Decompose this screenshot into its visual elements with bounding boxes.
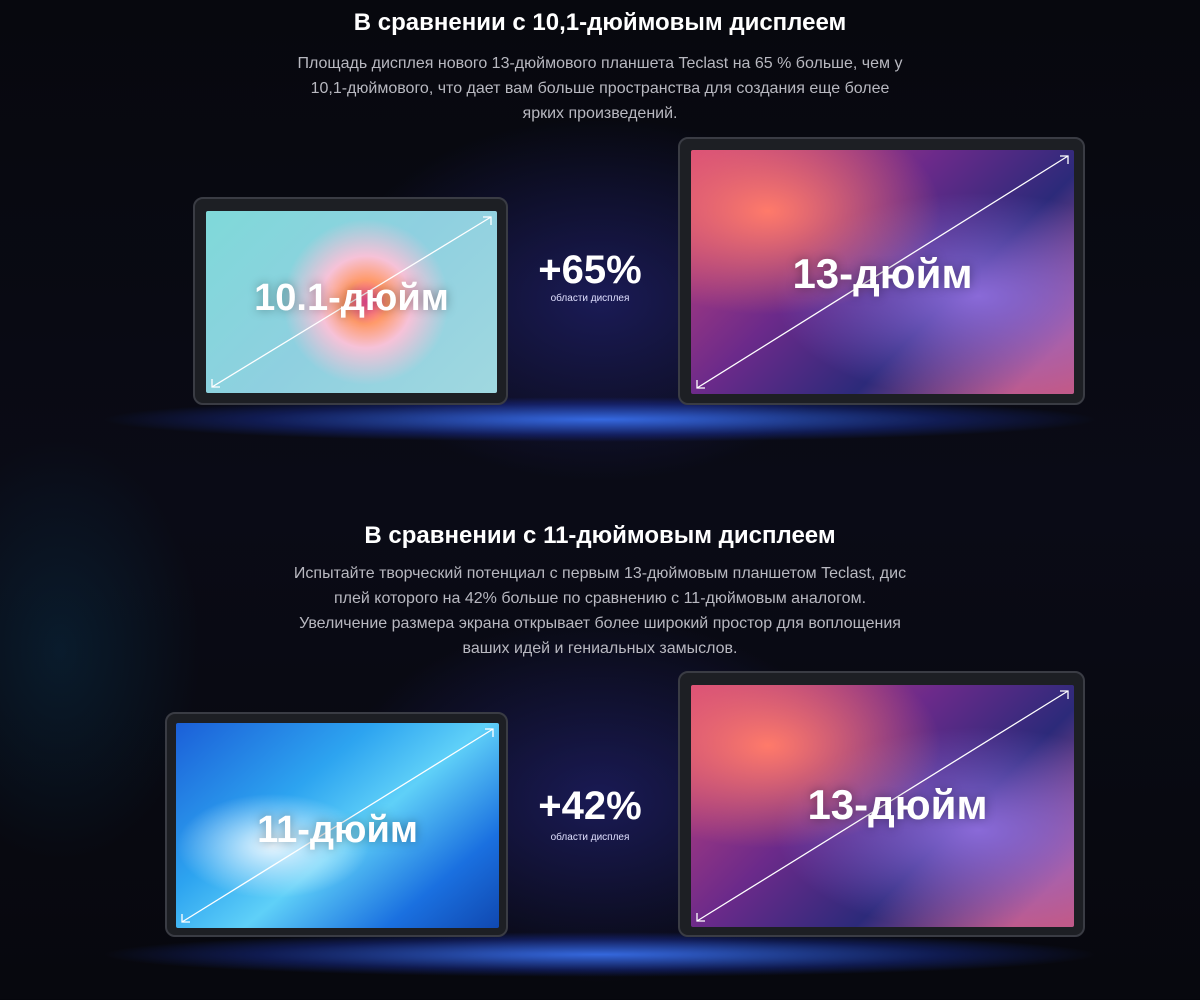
- section1-title: В сравнении с 10,1-дюймовым дисплеем: [353, 9, 847, 36]
- tablet-screen: 13-дюйм: [691, 685, 1074, 927]
- section1-paragraph: Площадь дисплея нового 13-дюймового план…: [0, 51, 1200, 126]
- increase-percentage: +65%: [538, 248, 642, 292]
- tablet-size-label: 13-дюйм: [807, 781, 988, 828]
- tablet-10-1-inch: 10.1-дюйм: [193, 197, 508, 405]
- section2-title: В сравнении с 11-дюймовым дисплеем: [364, 522, 836, 549]
- tablet-13-inch: 13-дюйм: [678, 671, 1085, 937]
- tablet-13-inch: 13-дюйм: [678, 137, 1085, 405]
- increase-caption: области дисплея: [550, 832, 630, 843]
- section2-paragraph: Испытайте творческий потенциал с первым …: [0, 561, 1200, 661]
- diagonal-arrow-icon: [696, 690, 1069, 922]
- tablet-screen: 11-дюйм: [176, 723, 499, 928]
- paragraph-line: Увеличение размера экрана открывает боле…: [299, 615, 901, 632]
- diagonal-arrow-icon: [211, 216, 492, 388]
- tablet-screen: 13-дюйм: [691, 150, 1074, 394]
- tablet-screen: 10.1-дюйм: [206, 211, 497, 393]
- diagonal-arrow-icon: [696, 155, 1069, 389]
- paragraph-line: ярких произведений.: [522, 105, 678, 122]
- glow-band-1: [0, 395, 1200, 465]
- paragraph-line: ваших идей и гениальных замыслов.: [462, 640, 738, 657]
- glow-band-2: [0, 930, 1200, 1000]
- tablet-size-label: 13-дюйм: [792, 250, 973, 297]
- tablet-11-inch: 11-дюйм: [165, 712, 508, 937]
- paragraph-line: 10,1-дюймового, что дает вам больше прос…: [310, 80, 890, 97]
- paragraph-line: плей которого на 42% больше по сравнению…: [333, 590, 867, 607]
- diagonal-arrow-icon: [181, 728, 494, 923]
- paragraph-line: Площадь дисплея нового 13-дюймового план…: [297, 55, 903, 72]
- increase-percentage: +42%: [538, 784, 642, 828]
- tablet-size-label: 10.1-дюйм: [254, 277, 449, 319]
- tablet-size-label: 11-дюйм: [257, 809, 418, 851]
- paragraph-line: Испытайте творческий потенциал с первым …: [293, 565, 907, 582]
- increase-caption: области дисплея: [550, 293, 630, 304]
